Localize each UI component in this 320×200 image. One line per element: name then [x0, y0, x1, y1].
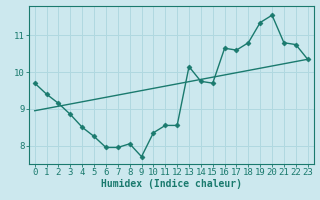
X-axis label: Humidex (Indice chaleur): Humidex (Indice chaleur) — [101, 179, 242, 189]
